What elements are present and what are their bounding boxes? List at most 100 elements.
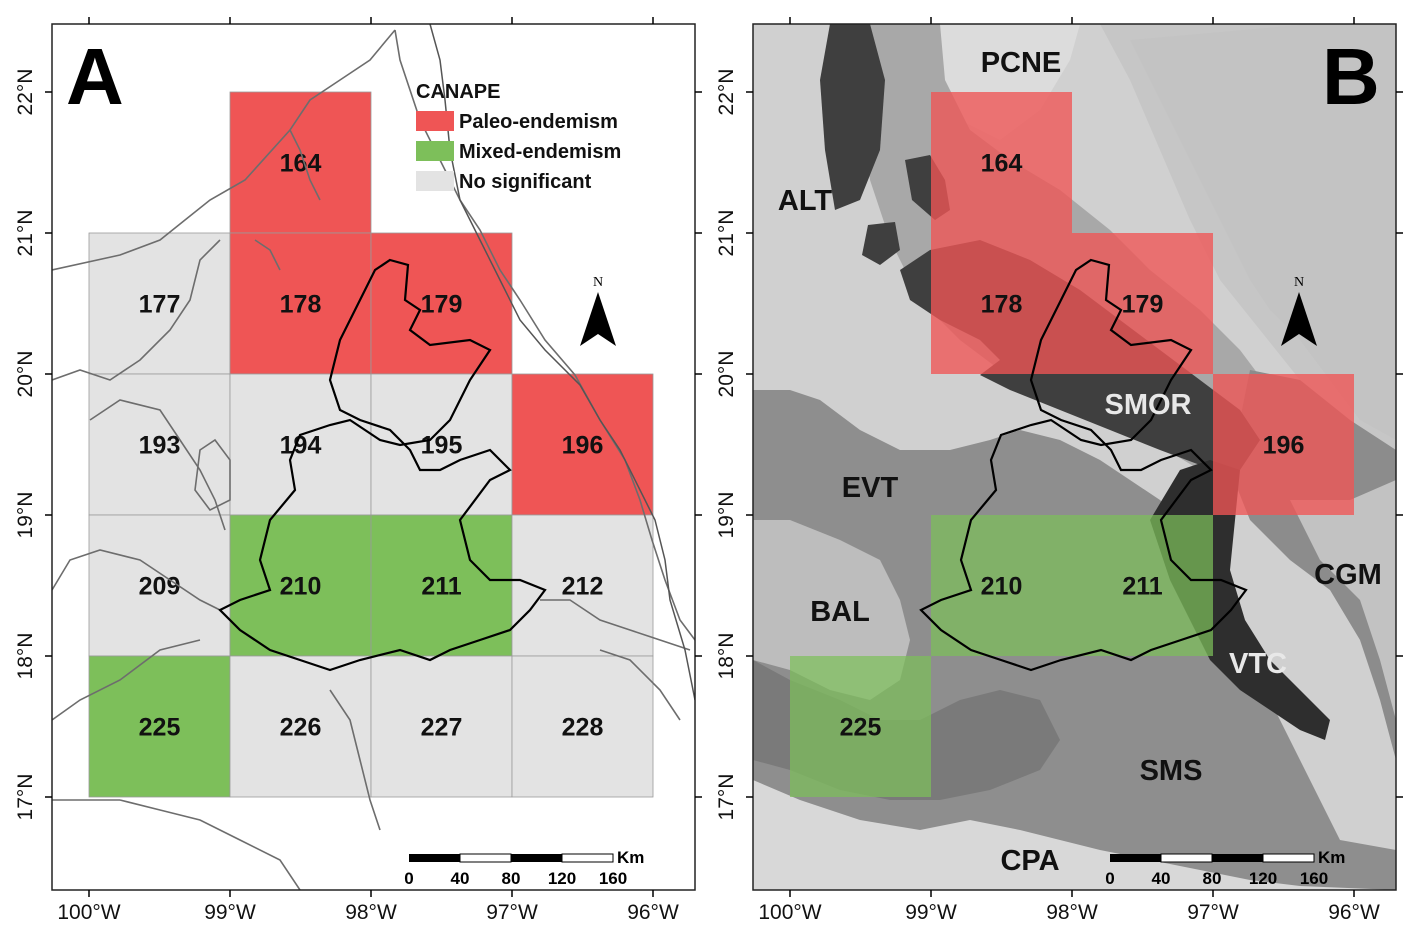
north-label-a: N	[593, 275, 603, 290]
north-arrow-icon	[1281, 292, 1317, 346]
grid-cell-label-225: 225	[840, 714, 882, 742]
grid-cell-label-212: 212	[562, 573, 604, 601]
legend-swatch-paleo	[416, 111, 454, 131]
puebla-outline-a	[218, 258, 547, 672]
grid-cell-label-211: 211	[1122, 573, 1162, 601]
legend-title: CANAPE	[416, 81, 500, 103]
region-label-bal: BAL	[810, 596, 870, 628]
grid-cell-label-228: 228	[562, 714, 604, 742]
grid-cell-194	[229, 373, 372, 516]
grid-cell-label-177: 177	[139, 291, 181, 319]
scale-tick-label: 160	[1300, 869, 1328, 888]
map-b-frame	[752, 23, 1397, 891]
scale-tick-label: 120	[1249, 869, 1277, 888]
grid-cell-178	[229, 232, 372, 375]
region-label-pcne: PCNE	[981, 47, 1062, 79]
lat-tick-label: 22°N	[715, 69, 738, 116]
legend-swatch-mixed	[416, 141, 454, 161]
lat-tick-label: 22°N	[14, 69, 37, 116]
grid-cell-225	[88, 655, 231, 798]
grid-cell-227	[370, 655, 513, 798]
grid-cell-label-193: 193	[139, 432, 181, 460]
scale-unit-b: Km	[1318, 848, 1345, 867]
axis-ticks: 100°W 99°W 98°W 97°W 96°W 22°N 21°N 20°N 19°N 18°…	[14, 17, 1403, 924]
lat-tick-label: 17°N	[715, 774, 738, 821]
grid-cell-label-209: 209	[139, 573, 181, 601]
grid-cell-label-164: 164	[280, 150, 322, 178]
grid-cell-label-227: 227	[421, 714, 463, 742]
grid-cell-196	[511, 373, 654, 516]
lon-tick-label: 97°W	[1187, 901, 1239, 924]
lat-tick-label: 19°N	[14, 492, 37, 539]
grid-cell-164	[931, 92, 1072, 233]
scale-tick-label: 0	[404, 869, 413, 888]
lat-tick-label: 20°N	[14, 351, 37, 398]
legend-label-mixed: Mixed-endemism	[459, 141, 621, 163]
north-arrow-icon	[580, 292, 616, 346]
region-label-vtc: VTC	[1229, 648, 1287, 680]
grid-cell-label-210: 210	[981, 573, 1023, 601]
legend-label-none: No significant	[459, 171, 592, 193]
scale-tick-label: 160	[599, 869, 627, 888]
lon-tick-label: 98°W	[345, 901, 397, 924]
scale-tick-label: 80	[1203, 869, 1222, 888]
map-panel-b: 164 178 179 196 210 211 225 PCNE ALT SMOR EVT …	[752, 23, 1397, 891]
lat-tick-label: 20°N	[715, 351, 738, 398]
grid-cell-225	[790, 656, 931, 797]
lat-tick-label: 19°N	[715, 492, 738, 539]
lat-tick-label: 21°N	[14, 210, 37, 257]
grid-cell-label-179: 179	[1122, 291, 1164, 319]
grid-cell-209	[88, 514, 231, 657]
grid-cell-label-196: 196	[1263, 432, 1305, 460]
region-label-cpa: CPA	[1000, 845, 1059, 877]
map-a-frame	[51, 23, 696, 891]
lon-tick-label: 96°W	[627, 901, 679, 924]
grid-cell-label-211: 211	[421, 573, 461, 601]
grid-cell-177	[88, 232, 231, 375]
lat-tick-label: 21°N	[715, 210, 738, 257]
grid-cells-b: 164 178 179 196 210 211 225	[790, 92, 1354, 797]
grid-cell-label-210: 210	[280, 573, 322, 601]
grid-cell-label-178: 178	[981, 291, 1023, 319]
panel-letter-b: B	[1322, 32, 1380, 121]
scale-tick-label: 120	[548, 869, 576, 888]
scale-bar-b: Km 0 40 80 120 160	[1105, 848, 1345, 888]
scale-tick-label: 80	[502, 869, 521, 888]
lon-tick-label: 99°W	[905, 901, 957, 924]
lon-tick-label: 100°W	[57, 901, 120, 924]
region-label-alt: ALT	[778, 185, 833, 217]
grid-cell-210	[229, 514, 372, 657]
grid-cell-label-195: 195	[421, 432, 463, 460]
lon-tick-label: 98°W	[1046, 901, 1098, 924]
grid-cell-label-226: 226	[280, 714, 322, 742]
grid-cell-label-164: 164	[981, 150, 1023, 178]
grid-cell-label-178: 178	[280, 291, 322, 319]
grid-cell-178	[931, 233, 1072, 374]
panel-letter-a: A	[66, 32, 124, 121]
grid-cell-210	[931, 515, 1072, 656]
grid-cell-label-196: 196	[562, 432, 604, 460]
grid-cell-label-179: 179	[421, 291, 463, 319]
region-label-evt: EVT	[842, 472, 899, 504]
puebla-outline-b	[919, 258, 1248, 672]
legend-label-paleo: Paleo-endemism	[459, 111, 618, 133]
region-label-sms: SMS	[1140, 755, 1203, 787]
grid-cell-196	[1213, 374, 1354, 515]
legend-swatch-none	[416, 171, 454, 191]
north-arrow-b: N	[1281, 275, 1317, 346]
lat-tick-label: 18°N	[14, 633, 37, 680]
lat-tick-label: 18°N	[715, 633, 738, 680]
lon-tick-label: 97°W	[486, 901, 538, 924]
region-labels: PCNE ALT SMOR EVT CGM BAL VTC SMS CPA	[778, 47, 1382, 877]
lon-tick-label: 96°W	[1328, 901, 1380, 924]
lat-tick-label: 17°N	[14, 774, 37, 821]
scale-tick-label: 40	[1152, 869, 1171, 888]
north-label-b: N	[1294, 275, 1304, 290]
lon-tick-label: 99°W	[204, 901, 256, 924]
grid-cell-228	[511, 655, 654, 798]
region-label-cgm: CGM	[1314, 559, 1382, 591]
scale-tick-label: 40	[451, 869, 470, 888]
scale-tick-label: 0	[1105, 869, 1114, 888]
